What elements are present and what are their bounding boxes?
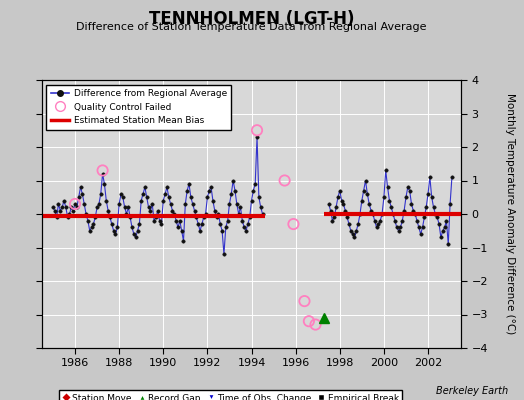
Text: Berkeley Earth: Berkeley Earth: [436, 386, 508, 396]
Text: TENNHOLMEN (LGT-H): TENNHOLMEN (LGT-H): [149, 10, 354, 28]
Point: [300, 298, 309, 304]
Legend: Station Move, Record Gap, Time of Obs. Change, Empirical Break: Station Move, Record Gap, Time of Obs. C…: [59, 390, 402, 400]
Point: [99, 167, 107, 174]
Point: [311, 321, 320, 328]
Point: [304, 318, 313, 324]
Point: [289, 221, 298, 227]
Point: [280, 177, 289, 184]
Point: [253, 127, 261, 134]
Text: Difference of Station Temperature Data from Regional Average: Difference of Station Temperature Data f…: [77, 22, 427, 32]
Point: [71, 201, 79, 207]
Y-axis label: Monthly Temperature Anomaly Difference (°C): Monthly Temperature Anomaly Difference (…: [505, 93, 515, 335]
